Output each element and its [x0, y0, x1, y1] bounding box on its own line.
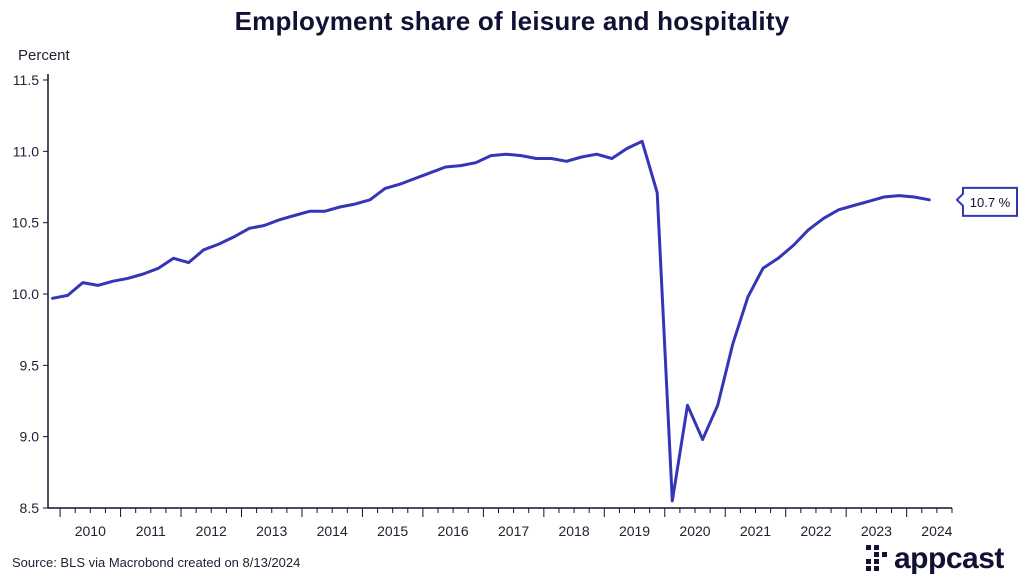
- y-tick-label: 10.5: [12, 215, 39, 231]
- y-tick-label: 8.5: [20, 500, 40, 516]
- x-tick-label: 2016: [438, 523, 469, 539]
- source-note: Source: BLS via Macrobond created on 8/1…: [12, 555, 301, 570]
- series-line: [51, 139, 931, 503]
- x-tick-label: 2019: [619, 523, 650, 539]
- last-value-box: [955, 186, 1018, 217]
- last-value-callout: 10.7 %: [955, 186, 1018, 217]
- x-tick-label: 2011: [136, 523, 166, 539]
- x-axis: 2010 2011 2012 2013 2014 2015 2016 2017 2018 2019…: [48, 507, 953, 539]
- x-tick-label: 2014: [317, 523, 348, 539]
- y-tick-label: 11.5: [13, 72, 39, 88]
- x-tick-label: 2015: [377, 523, 408, 539]
- y-tick-label: 9.0: [20, 429, 40, 445]
- brand-logo: appcast: [866, 542, 1004, 576]
- x-tick-label: 2024: [921, 523, 952, 539]
- x-tick-label: 2023: [861, 523, 892, 539]
- x-tick-label: 2012: [196, 523, 227, 539]
- x-tick-label: 2013: [256, 523, 287, 539]
- x-tick-label: 2018: [558, 523, 589, 539]
- last-value-label: 10.7 %: [970, 195, 1011, 210]
- x-tick-label: 2010: [75, 523, 106, 539]
- series-group: [51, 139, 931, 503]
- y-tick-label: 9.5: [20, 357, 40, 373]
- x-tick-label: 2020: [679, 523, 710, 539]
- x-tick-label: 2021: [740, 523, 771, 539]
- x-tick-label: 2022: [800, 523, 831, 539]
- appcast-logo-icon: [866, 545, 887, 571]
- y-tick-label: 11.0: [13, 143, 39, 159]
- x-tick-label: 2017: [498, 523, 529, 539]
- y-tick-label: 10.0: [12, 286, 39, 302]
- y-axis: 11.5 11.0 10.5 10.0 9.5 9.0 8.5: [12, 72, 49, 516]
- brand-name: appcast: [894, 542, 1004, 575]
- chart-title: Employment share of leisure and hospital…: [234, 6, 790, 36]
- y-axis-label: Percent: [18, 47, 71, 64]
